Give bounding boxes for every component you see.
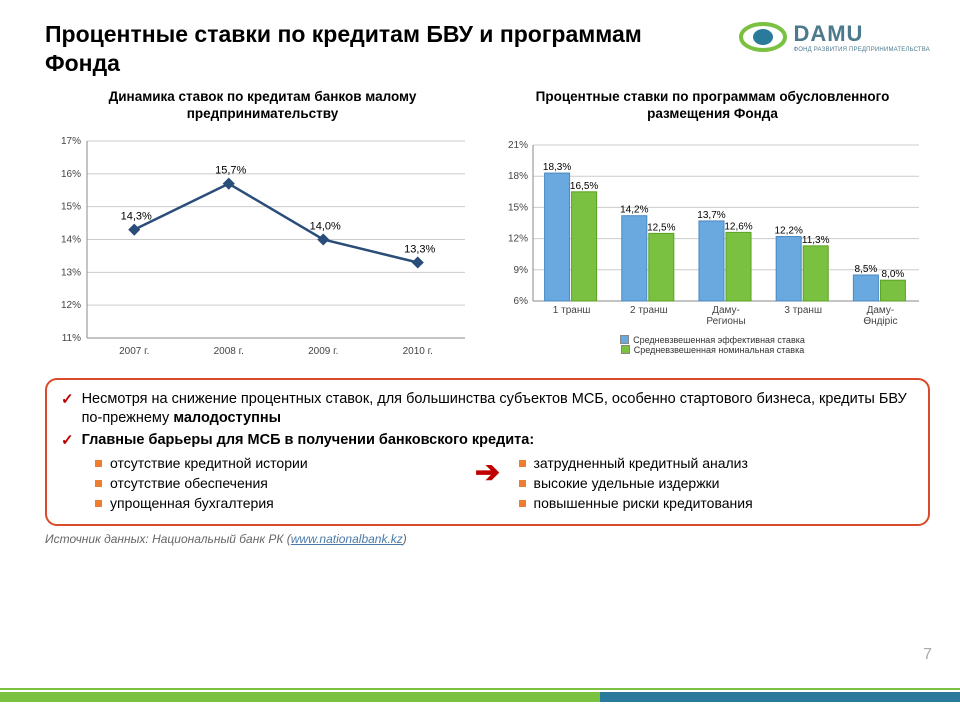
svg-text:2010 г.: 2010 г. bbox=[403, 346, 433, 357]
square-bullet-icon bbox=[95, 500, 102, 507]
svg-text:Өндіріс: Өндіріс bbox=[863, 316, 897, 327]
svg-text:Даму-: Даму- bbox=[867, 305, 895, 316]
slide: Процентные ставки по кредитам БВУ и прог… bbox=[0, 0, 960, 720]
check-icon: ✓ bbox=[61, 390, 74, 429]
list-item: упрощенная бухгалтерия bbox=[95, 494, 463, 513]
logo: DAMU ФОНД РАЗВИТИЯ ПРЕДПРИНИМАТЕЛЬСТВА bbox=[739, 20, 930, 54]
svg-text:14,0%: 14,0% bbox=[310, 220, 341, 232]
svg-text:13,7%: 13,7% bbox=[697, 210, 725, 221]
svg-text:18,3%: 18,3% bbox=[543, 162, 571, 173]
square-bullet-icon bbox=[519, 480, 526, 487]
svg-text:12%: 12% bbox=[508, 233, 528, 244]
square-bullet-icon bbox=[519, 460, 526, 467]
arrow-icon: ➔ bbox=[475, 453, 500, 494]
list-item: повышенные риски кредитования bbox=[519, 494, 915, 513]
source-citation: Источник данных: Национальный банк РК (w… bbox=[45, 532, 930, 546]
svg-text:2 транш: 2 транш bbox=[630, 305, 668, 316]
arrow-column: ➔ bbox=[463, 453, 513, 494]
list-item: отсутствие обеспечения bbox=[95, 474, 463, 493]
square-bullet-icon bbox=[95, 480, 102, 487]
header: Процентные ставки по кредитам БВУ и прог… bbox=[45, 20, 930, 78]
legend-item: Средневзвешенная эффективная ставка bbox=[620, 335, 805, 345]
charts-row: Динамика ставок по кредитам банков малом… bbox=[45, 88, 930, 366]
bar-chart: 6% 9% 12% 15% 18% 21% 18,3% 16,5% 1 транш 14,2% 12… bbox=[495, 131, 930, 366]
svg-text:21%: 21% bbox=[508, 140, 528, 151]
svg-text:8,0%: 8,0% bbox=[882, 269, 905, 280]
svg-text:2008 г.: 2008 г. bbox=[214, 346, 244, 357]
svg-text:14%: 14% bbox=[61, 234, 81, 245]
svg-text:Даму-: Даму- bbox=[712, 305, 740, 316]
page-title: Процентные ставки по кредитам БВУ и прог… bbox=[45, 20, 695, 78]
svg-text:13,3%: 13,3% bbox=[404, 243, 435, 255]
svg-text:Регионы: Регионы bbox=[706, 316, 745, 327]
svg-text:16,5%: 16,5% bbox=[570, 180, 598, 191]
list-item: затрудненный кредитный анализ bbox=[519, 454, 915, 473]
bar-chart-title: Процентные ставки по программам обусловл… bbox=[495, 88, 930, 123]
svg-text:11%: 11% bbox=[62, 333, 81, 344]
svg-text:16%: 16% bbox=[61, 168, 81, 179]
svg-text:2007 г.: 2007 г. bbox=[119, 346, 149, 357]
logo-icon bbox=[739, 20, 787, 54]
list-item: отсутствие кредитной истории bbox=[95, 454, 463, 473]
svg-text:15%: 15% bbox=[61, 201, 81, 212]
svg-text:3 транш: 3 транш bbox=[784, 305, 822, 316]
check-icon: ✓ bbox=[61, 431, 74, 451]
svg-text:12%: 12% bbox=[61, 300, 81, 311]
square-bullet-icon bbox=[95, 460, 102, 467]
svg-text:12,6%: 12,6% bbox=[724, 221, 752, 232]
conclusions-box: ✓ Несмотря на снижение процентных ставок… bbox=[45, 378, 930, 526]
left-column: отсутствие кредитной историиотсутствие о… bbox=[61, 453, 463, 514]
line-chart-title: Динамика ставок по кредитам банков малом… bbox=[45, 88, 480, 123]
legend-item: Средневзвешенная номинальная ставка bbox=[621, 345, 804, 355]
square-bullet-icon bbox=[519, 500, 526, 507]
page-number: 7 bbox=[923, 646, 932, 664]
svg-text:18%: 18% bbox=[508, 171, 528, 182]
bullet: ✓ Несмотря на снижение процентных ставок… bbox=[61, 390, 914, 429]
right-column: затрудненный кредитный анализвысокие уде… bbox=[513, 453, 915, 514]
line-chart: 11% 12% 13% 14% 15% 16% 17% 14,3% 15,7% 14,0% 13,3… bbox=[45, 131, 480, 366]
svg-text:12,2%: 12,2% bbox=[775, 225, 803, 236]
bullet: ✓ Главные барьеры для МСБ в получении ба… bbox=[61, 431, 914, 451]
svg-text:8,5%: 8,5% bbox=[854, 264, 877, 275]
svg-text:1 транш: 1 транш bbox=[553, 305, 591, 316]
list-item: высокие удельные издержки bbox=[519, 474, 915, 493]
svg-text:13%: 13% bbox=[61, 267, 81, 278]
svg-text:11,3%: 11,3% bbox=[802, 234, 830, 245]
svg-text:2009 г.: 2009 г. bbox=[308, 346, 338, 357]
svg-text:15%: 15% bbox=[508, 202, 528, 213]
svg-text:12,5%: 12,5% bbox=[647, 222, 675, 233]
svg-text:14,3%: 14,3% bbox=[121, 210, 152, 222]
svg-text:14,2%: 14,2% bbox=[620, 204, 648, 215]
svg-text:9%: 9% bbox=[514, 264, 529, 275]
source-link[interactable]: www.nationalbank.kz bbox=[291, 532, 403, 546]
line-chart-panel: Динамика ставок по кредитам банков малом… bbox=[45, 88, 480, 366]
svg-text:17%: 17% bbox=[61, 136, 81, 147]
bar-chart-legend: Средневзвешенная эффективная ставкаСредн… bbox=[495, 335, 930, 355]
bar-chart-panel: Процентные ставки по программам обусловл… bbox=[495, 88, 930, 366]
barrier-columns: отсутствие кредитной историиотсутствие о… bbox=[61, 453, 914, 514]
svg-text:6%: 6% bbox=[514, 296, 529, 307]
logo-text: DAMU bbox=[793, 21, 930, 47]
logo-subtext: ФОНД РАЗВИТИЯ ПРЕДПРИНИМАТЕЛЬСТВА bbox=[793, 47, 930, 53]
footer-thin-stripe bbox=[0, 688, 960, 690]
footer-stripe bbox=[0, 692, 960, 702]
svg-text:15,7%: 15,7% bbox=[215, 164, 246, 176]
